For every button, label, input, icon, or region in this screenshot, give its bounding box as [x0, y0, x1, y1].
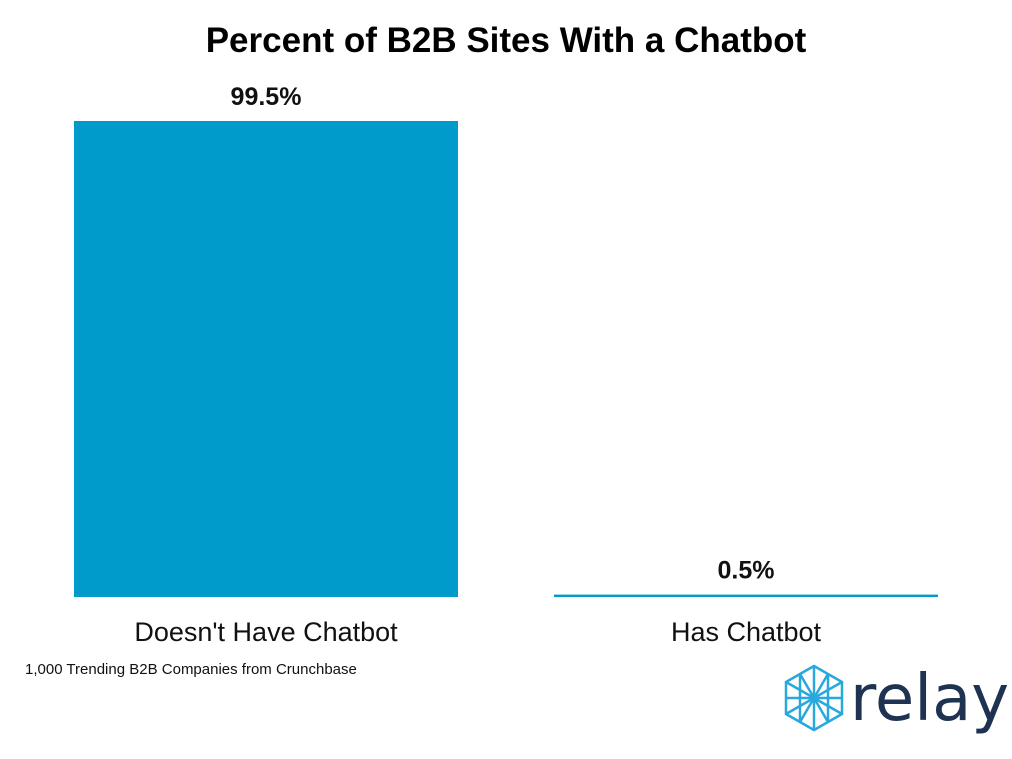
source-note: 1,000 Trending B2B Companies from Crunch…: [25, 661, 357, 678]
bar: [74, 120, 458, 597]
category-label: Has Chatbot: [671, 617, 822, 647]
bar: [554, 594, 938, 597]
logo-text: relay: [850, 662, 1009, 736]
data-label: 0.5%: [718, 557, 775, 585]
chart-title: Percent of B2B Sites With a Chatbot: [206, 21, 807, 60]
category-label: Doesn't Have Chatbot: [134, 617, 398, 647]
hexagon-lattice-icon: [784, 664, 844, 732]
data-label: 99.5%: [231, 83, 302, 111]
relay-logo: relay: [784, 662, 1009, 736]
